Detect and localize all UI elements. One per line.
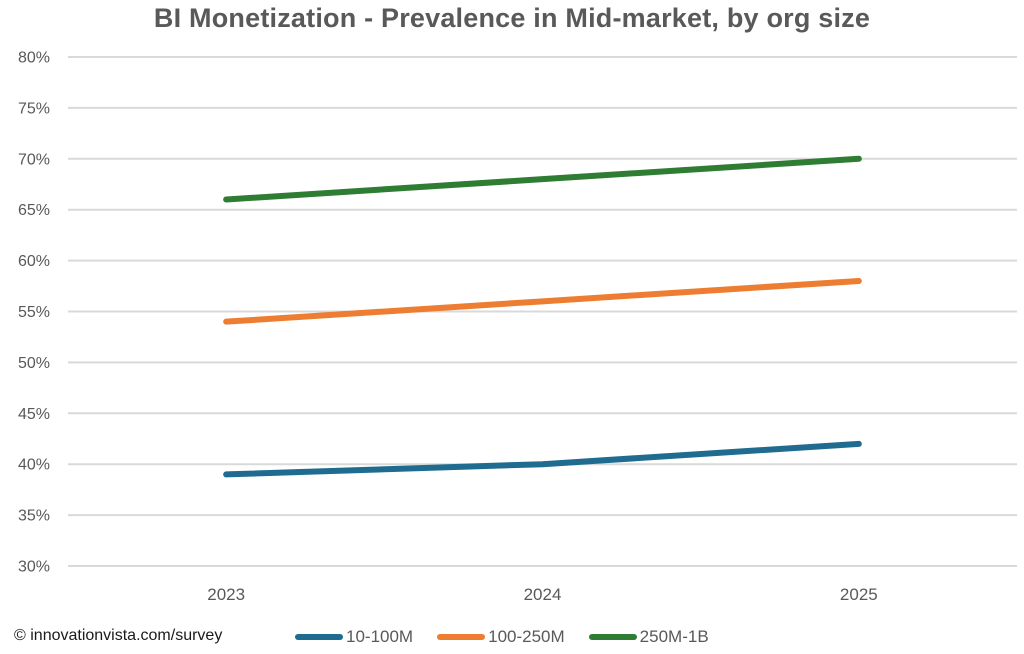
legend-item-100-250m: 100-250M [437, 627, 565, 647]
legend-label-100-250m: 100-250M [488, 627, 565, 646]
series-line-100-250m [223, 277, 862, 325]
y-tick-label: 50% [18, 355, 50, 372]
legend-label-250m-1b: 250M-1B [639, 627, 709, 646]
y-tick-label: 80% [18, 50, 50, 67]
source-credit: © innovationvista.com/survey [14, 627, 223, 644]
y-tick-label: 30% [18, 559, 50, 576]
y-tick-label: 75% [18, 100, 50, 117]
y-tick-label: 70% [18, 151, 50, 168]
legend-swatch-100-250m [437, 634, 486, 640]
series-line-250m-1b [223, 155, 862, 203]
y-tick-label: 65% [18, 202, 50, 219]
y-tick-label: 45% [18, 406, 50, 423]
y-tick-label: 40% [18, 457, 50, 474]
legend-item-10-100m: 10-100M [295, 627, 413, 647]
y-tick-label: 60% [18, 253, 50, 270]
x-tick-label: 2023 [207, 585, 245, 604]
legend-swatch-10-100m [295, 634, 343, 640]
y-tick-label: 55% [18, 304, 50, 321]
legend-label-10-100m: 10-100M [346, 627, 414, 646]
line-chart-plot: 30% 35% 40% 45% 50% 55% 60% 65% 70% 75% 80% 2023 202… [18, 50, 1017, 604]
legend-swatch-250m-1b [588, 634, 637, 640]
x-tick-label: 2024 [524, 585, 562, 604]
y-tick-label: 35% [18, 508, 50, 525]
legend-item-250m-1b: 250M-1B [588, 627, 709, 647]
chart-title: BI Monetization - Prevalence in Mid-mark… [153, 3, 871, 33]
footer: © innovationvista.com/survey 10-100M 100… [0, 624, 1024, 654]
series-line-10-100m [223, 440, 862, 478]
x-tick-label: 2025 [840, 585, 878, 604]
legend: 10-100M 100-250M 250M-1B [295, 624, 709, 650]
